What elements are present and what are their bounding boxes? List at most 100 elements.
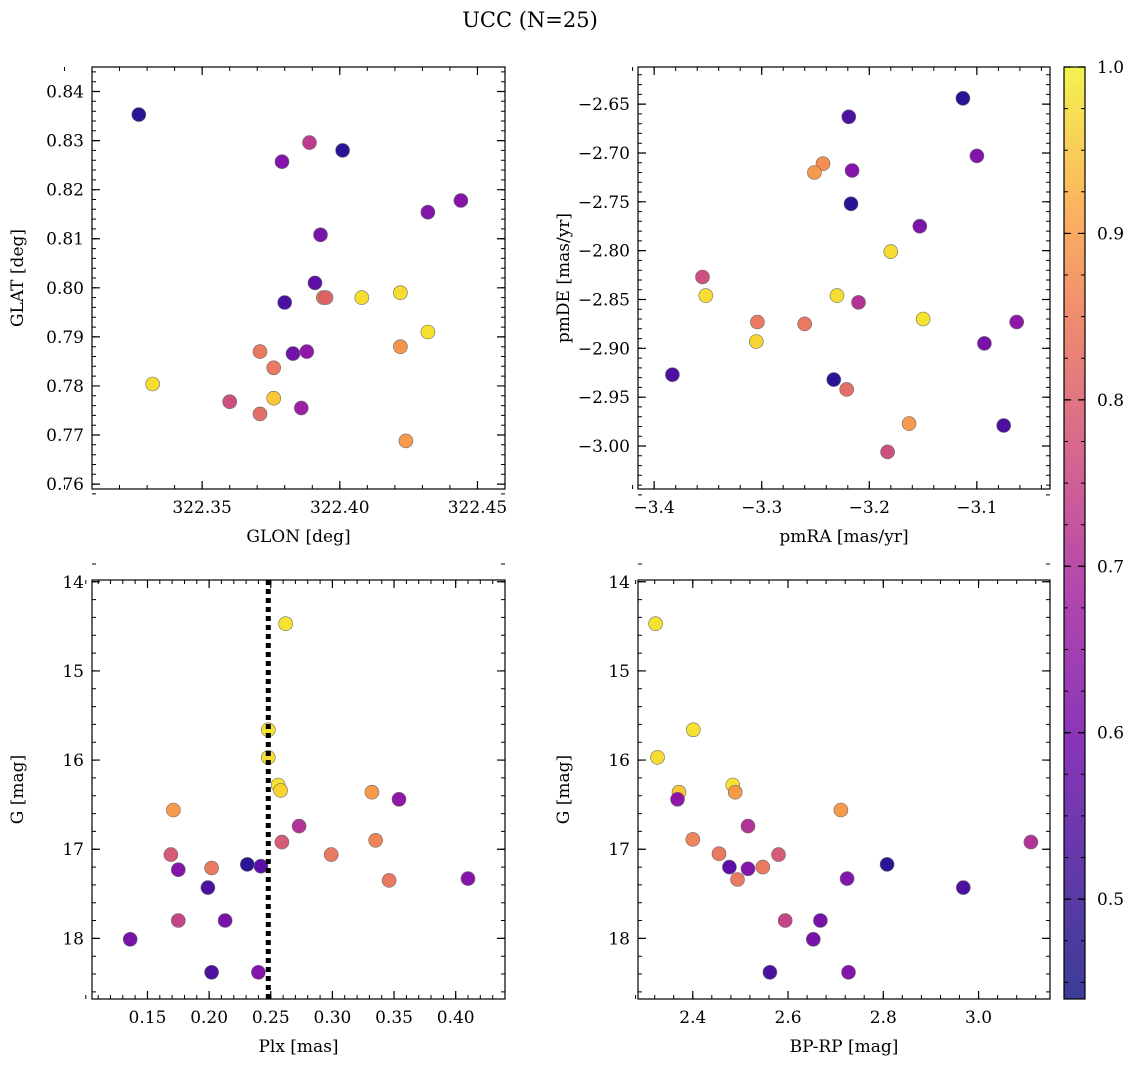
y-tick-label: −2.95 <box>578 388 630 408</box>
data-point <box>730 872 745 887</box>
panels: 322.35 322.40 322.45 0.76 0.77 0.78 0.79 0.80 0.… <box>8 66 1051 1057</box>
data-point <box>839 871 855 886</box>
data-point <box>711 846 727 862</box>
data-point <box>222 394 237 410</box>
y-tick-label: 0.77 <box>46 426 84 446</box>
data-point <box>839 382 855 397</box>
data-point <box>420 324 436 340</box>
axes-frame <box>91 66 506 490</box>
y-axis-label: G [mag] <box>554 755 574 824</box>
data-point <box>354 290 370 305</box>
data-point <box>955 91 971 106</box>
data-point <box>278 616 293 632</box>
data-point <box>833 802 849 818</box>
data-point <box>777 913 793 928</box>
colorbar-tick-label: 0.7 <box>1097 557 1124 577</box>
data-point <box>851 295 866 310</box>
data-point <box>685 832 701 847</box>
data-point <box>826 372 842 387</box>
y-tick-label: −2.90 <box>578 339 630 359</box>
y-tick-label: 14 <box>62 573 84 593</box>
data-point <box>166 802 181 818</box>
data-point <box>797 316 813 332</box>
panel-glon-glat: 322.35 322.40 322.45 0.76 0.77 0.78 0.79 0.80 0.… <box>8 66 507 547</box>
minor-ticks <box>632 67 1050 496</box>
y-tick-label: 18 <box>62 929 84 949</box>
data-point <box>915 311 931 327</box>
data-point <box>335 143 350 158</box>
data-point <box>755 859 771 875</box>
colorbar-tick-label: 0.8 <box>1097 391 1124 411</box>
x-tick-label: 322.45 <box>448 498 507 518</box>
data-point <box>293 400 309 416</box>
x-tick-label: −3.3 <box>741 498 782 518</box>
data-point <box>955 880 971 895</box>
axes-frame <box>637 579 1051 1000</box>
y-tick-label: −2.70 <box>578 144 630 164</box>
x-tick-label: −3.4 <box>633 498 674 518</box>
y-tick-label: 16 <box>62 751 84 771</box>
data-point <box>285 346 301 361</box>
data-point <box>748 334 764 349</box>
data-point <box>762 964 778 980</box>
data-point <box>291 818 307 834</box>
x-tick-label: 0.40 <box>437 1008 475 1028</box>
data-point <box>665 367 680 383</box>
colorbar-ticks: 0.5 0.6 0.7 0.8 0.9 1.0 <box>1064 58 1124 983</box>
colorbar-tick-label: 1.0 <box>1097 58 1124 78</box>
x-tick-label: 0.25 <box>252 1008 290 1028</box>
data-point <box>670 791 685 807</box>
y-tick-label: 16 <box>608 751 630 771</box>
x-axis-label: BP-RP [mag] <box>790 1037 899 1057</box>
colorbar-tick-label: 0.9 <box>1097 224 1124 244</box>
data-point <box>240 857 255 872</box>
data-point <box>815 156 831 171</box>
y-tick-label: 0.78 <box>46 377 84 397</box>
data-point <box>977 336 992 351</box>
data-point <box>313 227 328 243</box>
data-point <box>381 873 397 888</box>
data-point <box>200 880 216 895</box>
data-point <box>204 860 219 876</box>
data-point <box>253 858 269 874</box>
y-tick-label: 0.79 <box>46 328 84 348</box>
y-axis-label: pmDE [mas/yr] <box>554 213 574 343</box>
data-point <box>740 861 756 877</box>
data-point <box>302 135 317 150</box>
data-point <box>204 964 219 980</box>
data-point <box>171 913 186 928</box>
x-tick-label: 2.8 <box>870 1008 897 1028</box>
data-point <box>880 444 895 460</box>
axes-frame <box>91 579 506 1000</box>
data-point <box>398 433 414 449</box>
data-point <box>364 784 380 800</box>
y-tick-label: 18 <box>608 929 630 949</box>
x-axis-label: Plx [mas] <box>258 1037 338 1057</box>
y-tick-label: −3.00 <box>578 437 630 457</box>
data-point <box>391 791 407 807</box>
colorbar: 0.5 0.6 0.7 0.8 0.9 1.0 <box>1063 58 1124 1000</box>
data-point <box>843 196 859 212</box>
colorbar-tick-label: 0.6 <box>1097 724 1124 744</box>
x-tick-label: 0.30 <box>313 1008 351 1028</box>
data-point <box>695 269 710 285</box>
data-point <box>163 847 179 862</box>
colorbar-gradient <box>1064 67 1085 999</box>
data-point <box>883 244 899 259</box>
y-tick-label: 0.81 <box>46 230 84 250</box>
x-tick-label: −3.2 <box>849 498 890 518</box>
x-tick-label: 0.20 <box>190 1008 228 1028</box>
data-point <box>648 616 663 632</box>
x-tick-label: 0.15 <box>129 1008 167 1028</box>
y-tick-label: 0.76 <box>46 475 84 495</box>
y-tick-label: 15 <box>62 662 84 682</box>
colorbar-tick-label: 0.5 <box>1097 890 1124 910</box>
data-point <box>805 931 821 947</box>
axes-frame <box>637 66 1051 490</box>
data-point <box>829 288 845 303</box>
y-tick-label: 0.84 <box>46 83 84 103</box>
minor-ticks <box>64 67 506 495</box>
minor-ticks <box>85 563 506 999</box>
data-point <box>912 218 928 234</box>
x-tick-label: 3.0 <box>965 1008 992 1028</box>
